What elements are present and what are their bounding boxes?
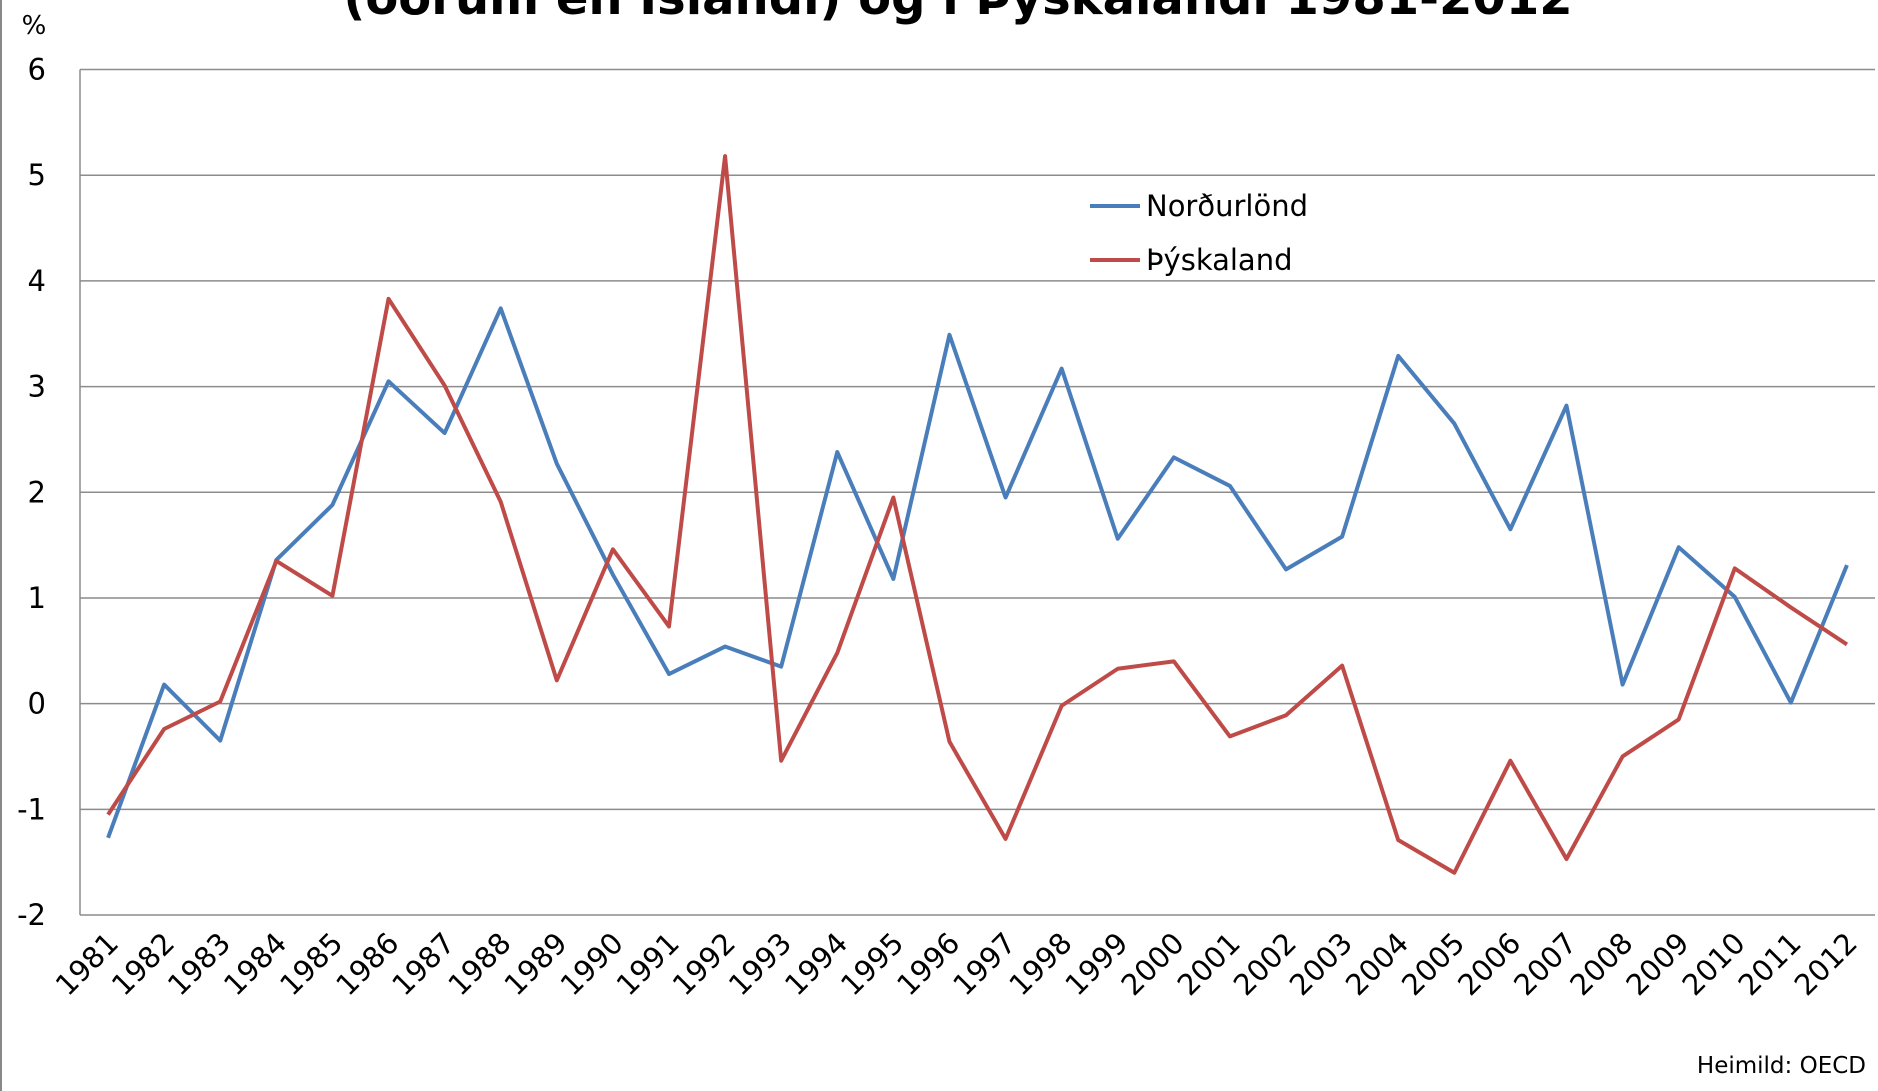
x-tick-label: 1995 — [834, 926, 910, 1002]
x-tick-label: 2005 — [1395, 926, 1471, 1002]
y-tick-label: 2 — [28, 475, 46, 509]
y-tick-label: 5 — [28, 158, 46, 192]
x-tick-label: 2011 — [1732, 926, 1808, 1002]
x-tick-label: 2003 — [1283, 926, 1359, 1002]
y-tick-label: 4 — [28, 264, 46, 298]
x-tick-label: 1983 — [161, 926, 237, 1002]
y-tick-label: -1 — [17, 792, 46, 826]
x-tick-label: 1985 — [273, 926, 349, 1002]
y-tick-label: 6 — [28, 53, 46, 87]
x-tick-label: 2012 — [1788, 926, 1864, 1002]
x-tick-label: 1986 — [329, 926, 405, 1002]
y-tick-label: 1 — [28, 581, 46, 615]
x-tick-label: 1994 — [778, 926, 854, 1002]
x-tick-label: 1998 — [1002, 926, 1078, 1002]
x-tick-label: 1992 — [666, 926, 742, 1002]
x-tick-label: 1991 — [610, 926, 686, 1002]
y-tick-label: -2 — [17, 898, 46, 932]
source: Heimild: OECD — [1697, 1053, 1866, 1079]
x-tick-label: 2009 — [1619, 926, 1695, 1002]
x-tick-label: 1982 — [105, 926, 181, 1002]
x-tick-label: 1981 — [49, 926, 125, 1002]
x-tick-label: 1984 — [217, 926, 293, 1002]
x-tick-label: 2000 — [1115, 926, 1191, 1002]
series-line — [106, 306, 1849, 839]
x-tick-label: 2002 — [1227, 926, 1303, 1002]
y-tick-label: 0 — [28, 687, 46, 721]
x-tick-label: 1990 — [554, 926, 630, 1002]
chart-title: (öðrum en Íslandi) og í Þýskalandi 1981-… — [343, 0, 1572, 26]
x-tick-label: 1996 — [890, 926, 966, 1002]
y-axis-label: % — [22, 11, 47, 41]
x-tick-label: 1989 — [498, 926, 574, 1002]
x-tick-label: 2010 — [1675, 926, 1751, 1002]
x-tick-label: 2008 — [1563, 926, 1639, 1002]
x-tick-label: 1993 — [722, 926, 798, 1002]
legend-label: Norðurlönd — [1146, 189, 1308, 223]
series-line — [106, 154, 1849, 875]
x-tick-label: 1999 — [1058, 926, 1134, 1002]
x-tick-label: 1997 — [946, 926, 1022, 1002]
x-tick-label: 2006 — [1451, 926, 1527, 1002]
x-tick-label: 1987 — [385, 926, 461, 1002]
x-tick-label: 2004 — [1339, 926, 1415, 1002]
y-tick-label: 3 — [28, 370, 46, 404]
x-tick-label: 2001 — [1171, 926, 1247, 1002]
x-tick-label: 2007 — [1507, 926, 1583, 1002]
legend-label: Þýskaland — [1146, 243, 1293, 277]
x-tick-label: 1988 — [441, 926, 517, 1002]
